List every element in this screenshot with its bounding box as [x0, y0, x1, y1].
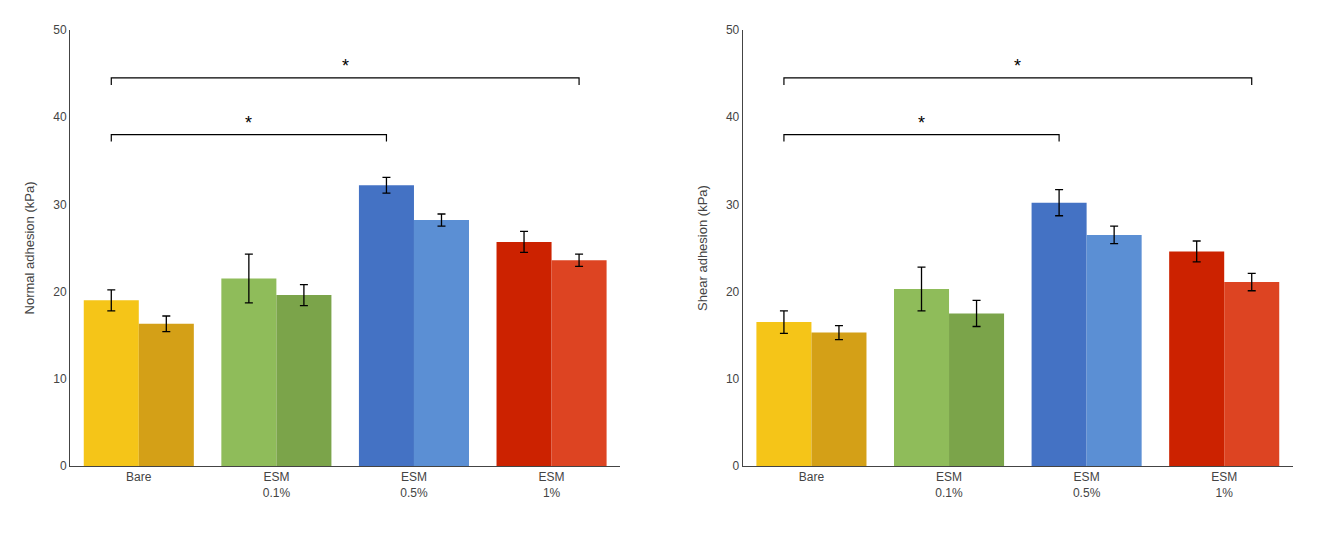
svg-text:40: 40: [53, 110, 67, 124]
svg-text:*: *: [245, 113, 252, 133]
svg-text:50: 50: [53, 23, 67, 37]
svg-text:ESM0.5%: ESM0.5%: [1073, 470, 1101, 500]
svg-text:30: 30: [726, 198, 740, 212]
svg-text:50: 50: [726, 23, 740, 37]
svg-text:ESM0.1%: ESM0.1%: [935, 470, 963, 500]
svg-text:Normal adhesion (kPa): Normal adhesion (kPa): [22, 182, 37, 315]
svg-text:ESM1%: ESM1%: [539, 470, 565, 500]
svg-text:10: 10: [726, 372, 740, 386]
svg-text:30: 30: [53, 198, 67, 212]
svg-text:*: *: [918, 113, 925, 133]
svg-text:Shear adhesion (kPa): Shear adhesion (kPa): [695, 185, 710, 311]
svg-text:ESM0.1%: ESM0.1%: [263, 470, 291, 500]
svg-text:Bare: Bare: [126, 470, 152, 484]
svg-text:Bare: Bare: [799, 470, 825, 484]
svg-text:10: 10: [53, 372, 67, 386]
svg-text:20: 20: [53, 285, 67, 299]
svg-text:ESM0.5%: ESM0.5%: [400, 470, 428, 500]
svg-text:20: 20: [726, 285, 740, 299]
svg-text:ESM1%: ESM1%: [1211, 470, 1237, 500]
svg-text:0: 0: [60, 459, 67, 473]
svg-text:*: *: [342, 56, 349, 76]
svg-text:0: 0: [733, 459, 740, 473]
svg-text:*: *: [1014, 56, 1021, 76]
svg-text:40: 40: [726, 110, 740, 124]
